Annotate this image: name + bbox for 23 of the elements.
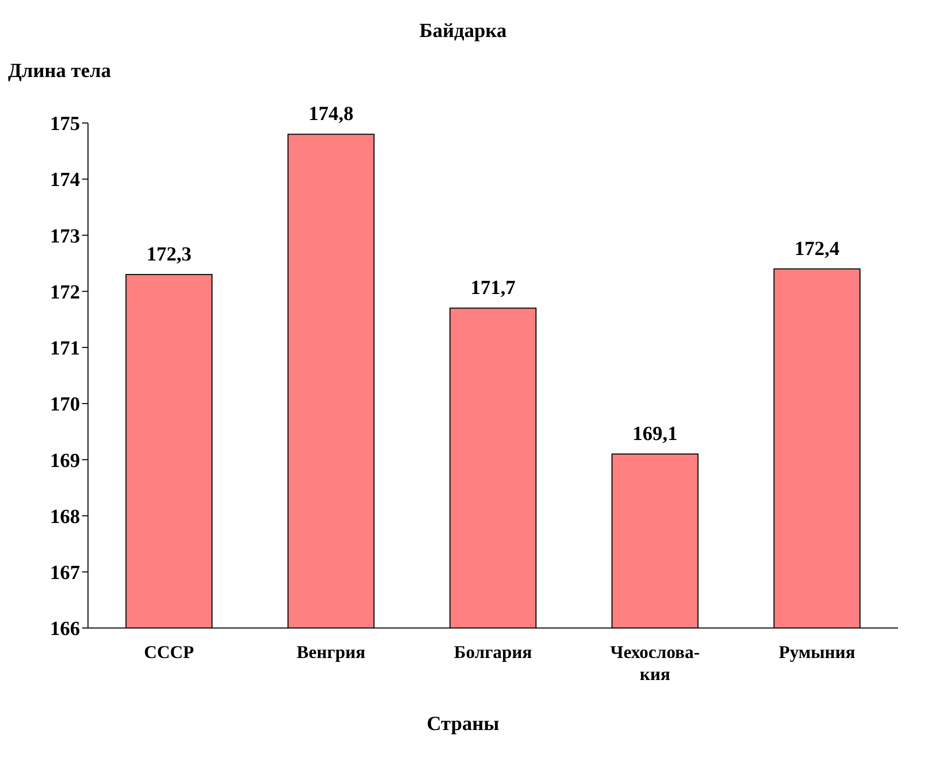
y-tick-label: 174 (50, 169, 80, 192)
y-tick-label: 171 (50, 338, 80, 360)
y-tick-label: 169 (50, 450, 80, 472)
y-tick-label: 170 (50, 394, 80, 416)
chart-title: Байдарка (418, 20, 508, 43)
x-tick-label: Румыния (778, 642, 856, 662)
data-label: 174,8 (308, 103, 354, 126)
data-label: 169,1 (632, 423, 678, 446)
x-tick-label: Чехослова- кия (610, 642, 700, 684)
y-axis-title: Длина тела (8, 60, 111, 83)
y-tick-label: 172 (50, 281, 80, 304)
data-label: 171,7 (470, 277, 516, 300)
y-tick-label: 166 (50, 618, 80, 640)
y-tick-label: 175 (50, 113, 80, 136)
y-tick-label: 167 (50, 562, 80, 584)
x-tick-label: СССР (144, 642, 194, 662)
x-tick-label: Венгрия (296, 642, 366, 662)
x-axis-title: Страны (426, 713, 500, 736)
data-label: 172,4 (794, 238, 840, 260)
y-tick-label: 173 (50, 225, 80, 248)
x-tick-label: Болгария (454, 642, 532, 662)
y-tick-label: 168 (50, 506, 80, 528)
data-label: 172,3 (146, 244, 192, 266)
